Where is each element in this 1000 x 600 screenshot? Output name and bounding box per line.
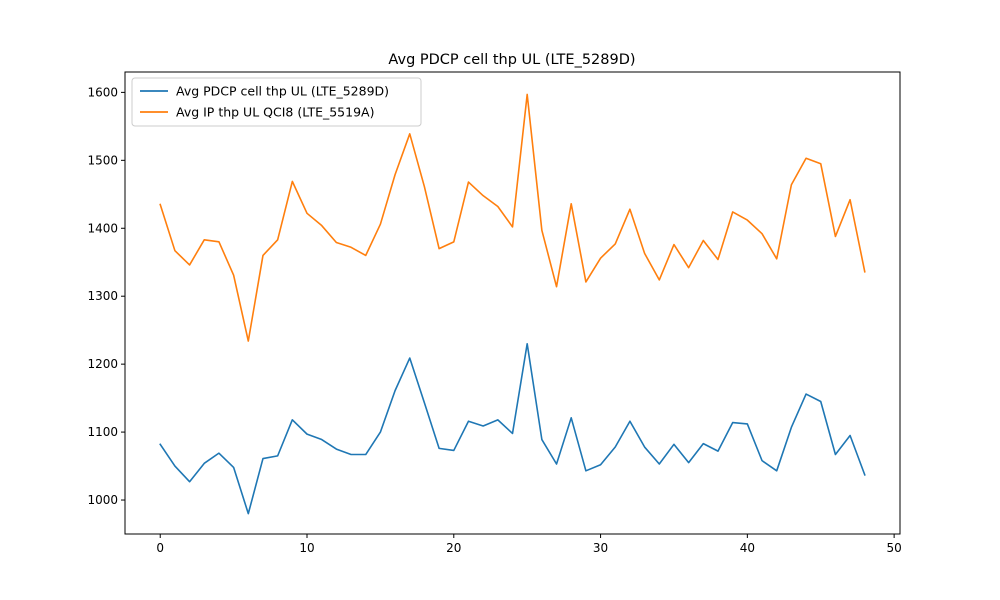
y-tick-label: 1400 bbox=[87, 221, 118, 235]
plot-area bbox=[124, 71, 901, 535]
chart-title: Avg PDCP cell thp UL (LTE_5289D) bbox=[388, 52, 635, 68]
x-tick-label: 50 bbox=[886, 541, 901, 555]
y-tick-label: 1500 bbox=[87, 153, 118, 167]
x-tick-label: 0 bbox=[156, 541, 164, 555]
legend-label-1: Avg PDCP cell thp UL (LTE_5289D) bbox=[176, 84, 389, 99]
y-tick-label: 1300 bbox=[87, 289, 118, 303]
axes-frame bbox=[124, 71, 901, 535]
legend: Avg PDCP cell thp UL (LTE_5289D) Avg IP t… bbox=[131, 77, 422, 127]
series-line-2 bbox=[159, 93, 866, 342]
y-tick-label: 1100 bbox=[87, 425, 118, 439]
x-tick-label: 30 bbox=[593, 541, 608, 555]
legend-box bbox=[131, 77, 422, 127]
x-tick-label: 40 bbox=[740, 541, 755, 555]
y-tick-label: 1600 bbox=[87, 85, 118, 99]
legend-label-2: Avg IP thp UL QCI8 (LTE_5519A) bbox=[176, 105, 374, 120]
x-tick-label: 20 bbox=[446, 541, 461, 555]
y-axis: 1000 1100 1200 1300 1400 1500 1600 bbox=[87, 85, 125, 507]
x-axis: 0 10 20 30 40 50 bbox=[156, 534, 902, 555]
series-line-1 bbox=[159, 342, 866, 515]
x-tick-label: 10 bbox=[299, 541, 314, 555]
series-lines bbox=[159, 93, 866, 515]
y-tick-label: 1200 bbox=[87, 357, 118, 371]
y-tick-label: 1000 bbox=[87, 493, 118, 507]
